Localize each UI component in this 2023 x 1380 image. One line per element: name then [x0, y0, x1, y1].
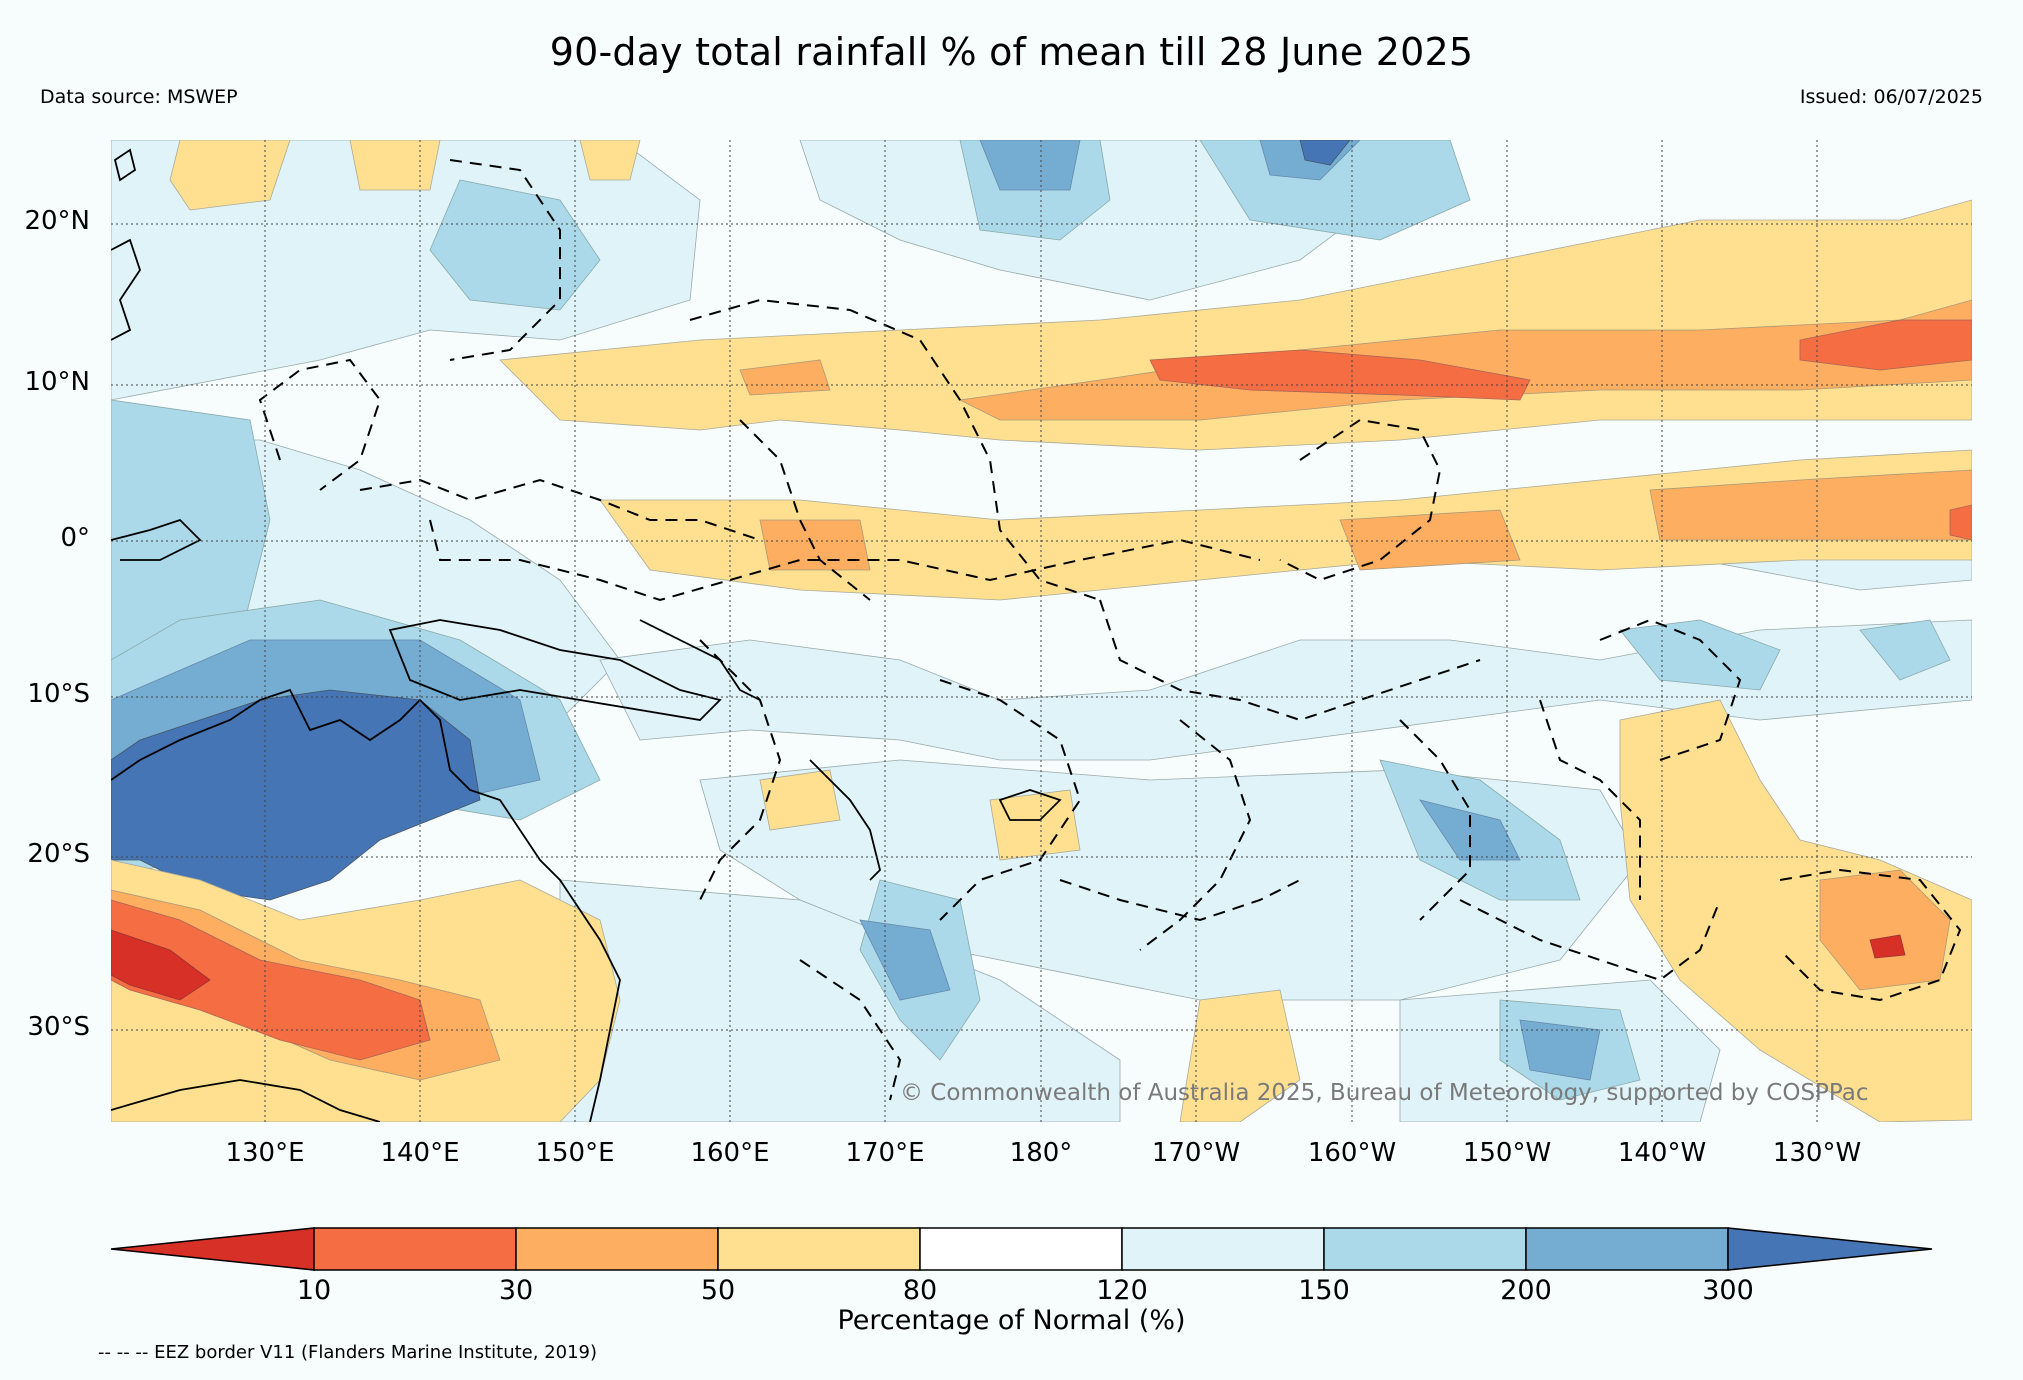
colorbar-tick-30: 30	[498, 1275, 534, 1306]
lon-label-170w: 170°W	[1151, 1138, 1241, 1168]
lat-label-equator: 0°	[60, 523, 90, 553]
lon-label-160e: 160°E	[690, 1138, 770, 1168]
colorbar-tick-300: 300	[1702, 1275, 1754, 1306]
colorbar-title: Percentage of Normal (%)	[837, 1305, 1186, 1336]
rainfall-under-10-regions	[111, 929, 1906, 1001]
lat-label-30s: 30°S	[27, 1012, 90, 1042]
colorbar-tick-200: 200	[1500, 1275, 1552, 1306]
lon-label-180: 180°	[1009, 1138, 1073, 1168]
lon-label-150e: 150°E	[535, 1138, 615, 1168]
coastlines	[111, 148, 1062, 1122]
colorbar-tick-80: 80	[902, 1275, 938, 1306]
lat-label-10s: 10°S	[27, 679, 90, 709]
colorbar-tick-120: 120	[1096, 1275, 1148, 1306]
copyright-notice: © Commonwealth of Australia 2025, Bureau…	[900, 1080, 1869, 1106]
lon-label-130w: 130°W	[1772, 1138, 1862, 1168]
colorbar-cell-7	[1525, 1227, 1729, 1271]
colorbar-cell-1	[313, 1227, 517, 1271]
colorbar-tick-10: 10	[296, 1275, 332, 1306]
colorbar-tick-50: 50	[700, 1275, 736, 1306]
colorbar-cell-4	[919, 1227, 1123, 1271]
lon-label-140w: 140°W	[1617, 1138, 1707, 1168]
colorbar-tick-150: 150	[1298, 1275, 1350, 1306]
data-source-label: Data source: MSWEP	[40, 86, 238, 108]
colorbar-cell-2	[515, 1227, 719, 1271]
issued-date-label: Issued: 06/07/2025	[1799, 86, 1983, 108]
eez-borders	[258, 159, 1962, 1101]
lat-label-10n: 10°N	[24, 367, 90, 397]
eez-border-note: -- -- -- EEZ border V11 (Flanders Marine…	[98, 1342, 598, 1363]
lat-label-20n: 20°N	[24, 206, 90, 236]
map-title: 90-day total rainfall % of mean till 28 …	[549, 30, 1474, 74]
lat-label-20s: 20°S	[27, 839, 90, 869]
colorbar-extend-low	[110, 1227, 315, 1271]
rainfall-over-300-regions	[111, 140, 1351, 901]
colorbar-cell-3	[717, 1227, 921, 1271]
lon-label-130e: 130°E	[225, 1138, 305, 1168]
colorbar-cell-6	[1323, 1227, 1527, 1271]
lon-label-170e: 170°E	[845, 1138, 925, 1168]
colorbar-extend-high	[1727, 1227, 1933, 1271]
colorbar-cell-5	[1121, 1227, 1325, 1271]
graticule	[111, 140, 1972, 1122]
lon-label-140e: 140°E	[380, 1138, 460, 1168]
lon-label-160w: 160°W	[1307, 1138, 1397, 1168]
lon-label-150w: 150°W	[1462, 1138, 1552, 1168]
rainfall-10-30-regions	[111, 319, 1972, 1061]
